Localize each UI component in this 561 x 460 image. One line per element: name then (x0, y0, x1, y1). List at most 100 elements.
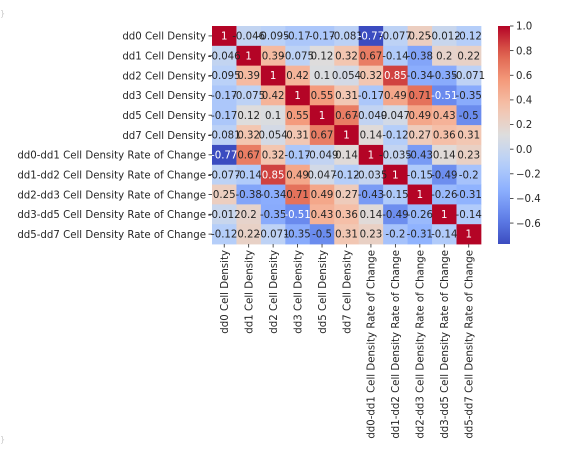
heatmap-cell (260, 26, 286, 47)
heatmap-cell (407, 164, 433, 185)
heatmap-cell (285, 125, 311, 146)
cell-annotation: 0.2 (436, 51, 452, 62)
heatmap-cell (334, 85, 360, 106)
cell-annotation: 0.047 (307, 170, 336, 181)
heatmap-cell (383, 125, 408, 146)
heatmap-cell (383, 164, 408, 185)
cell-annotation: -0.5 (312, 230, 332, 241)
cell-annotation: -0.049 (355, 111, 388, 122)
heatmap-cell (285, 164, 311, 185)
cell-annotation: 1 (417, 190, 423, 201)
cell-annotation: -0.071 (257, 230, 290, 241)
cell-annotation: 0.12 (237, 111, 260, 122)
cell-annotation: -0.43 (358, 190, 384, 201)
heatmap-cell (383, 184, 408, 205)
heatmap-cell (236, 26, 262, 47)
cell-annotation: 0.49 (311, 190, 334, 201)
cell-annotation: 0.31 (335, 91, 358, 102)
cell-annotation: 1 (465, 230, 471, 241)
heatmap-cell (212, 224, 237, 245)
cell-annotation: 0.32 (360, 71, 383, 82)
cell-annotation: -0.17 (211, 111, 237, 122)
cell-annotation: -0.14 (382, 51, 408, 62)
heatmap-cell (260, 144, 286, 166)
cell-annotation: -0.2 (459, 170, 479, 181)
heatmap-cell (456, 26, 482, 47)
heatmap-cell (407, 65, 433, 86)
heatmap-cell (285, 144, 311, 166)
colorbar-tick-label: 0.8 (516, 46, 532, 57)
heatmap-cell (212, 204, 237, 225)
heatmap-cell (407, 125, 433, 146)
row-label: dd1 Cell Density (122, 52, 206, 63)
heatmap-cell (334, 224, 360, 245)
heatmap-cell (432, 45, 457, 67)
colorbar-tick-label: −0.6 (516, 219, 541, 230)
colorbar-tick-label: 0.2 (516, 120, 532, 131)
heatmap-cell (456, 45, 482, 67)
cell-annotation: -0.35 (456, 91, 482, 102)
cell-annotation: 0.42 (262, 91, 285, 102)
cell-annotation: 0.49 (384, 91, 407, 102)
heatmap-cell (309, 184, 335, 205)
cell-annotation: 0.67 (360, 51, 383, 62)
cell-annotation: -0.35 (260, 210, 286, 221)
cell-annotation: 1 (343, 131, 349, 142)
heatmap-cell (212, 125, 237, 146)
cell-annotation: -0.38 (407, 51, 433, 62)
cell-annotation: 0.39 (237, 71, 260, 82)
heatmap-cell (236, 45, 262, 67)
cell-annotation: -0.12 (456, 32, 482, 43)
row-label: dd2-dd3 Cell Density Rate of Change (17, 190, 206, 201)
cell-annotation: -0.012 (208, 210, 241, 221)
heatmap-cell (383, 105, 408, 126)
cell-annotation: 0.22 (237, 230, 260, 241)
cell-annotation: -0.17 (284, 32, 310, 43)
heatmap-cell (212, 65, 237, 86)
column-label: dd2 Cell Density (269, 250, 280, 334)
cell-annotation: 0.23 (360, 230, 383, 241)
row-label: dd0 Cell Density (122, 32, 206, 43)
heatmap-cell (456, 105, 482, 126)
cell-annotation: -0.095 (208, 71, 241, 82)
cell-annotation: 0.32 (262, 150, 285, 161)
heatmap-cell (236, 224, 262, 245)
heatmap-cell (432, 125, 457, 146)
cell-annotation: -0.34 (407, 71, 433, 82)
cell-annotation: 1 (392, 170, 398, 181)
heatmap-cell (334, 45, 360, 67)
cell-annotation: -0.5 (459, 111, 479, 122)
cell-annotation: 0.43 (433, 111, 456, 122)
cell-annotation: -0.17 (211, 91, 237, 102)
heatmap-cell (309, 65, 335, 86)
heatmap-cell (334, 144, 360, 166)
cell-annotation: -0.077 (208, 170, 241, 181)
heatmap-cell (212, 26, 237, 47)
cell-annotation: 1 (245, 51, 251, 62)
heatmap-cell (358, 144, 384, 166)
cell-annotation: 0.054 (332, 71, 361, 82)
cell-annotation: 0.14 (360, 131, 383, 142)
cell-annotation: -0.12 (333, 170, 359, 181)
cell-annotation: 1 (294, 91, 300, 102)
cell-annotation: 1 (441, 210, 447, 221)
column-label: dd0 Cell Density (220, 250, 231, 334)
cell-annotation: -0.26 (407, 210, 433, 221)
heatmap-cell (456, 125, 482, 146)
heatmap-cell (236, 125, 262, 146)
cell-annotation: 0.32 (335, 51, 358, 62)
heatmap-cell (456, 164, 482, 185)
cell-annotation: -0.071 (452, 71, 485, 82)
cell-annotation: 0.36 (433, 131, 456, 142)
cell-annotation: 0.25 (213, 190, 236, 201)
cell-annotation: 0.14 (433, 150, 456, 161)
heatmap-cells (212, 26, 482, 245)
heatmap-cell (309, 164, 335, 185)
heatmap-cell (285, 26, 311, 47)
heatmap-cell (358, 45, 384, 67)
cell-annotation: 0.31 (457, 131, 480, 142)
colorbar-tick-label: 0.0 (516, 145, 532, 156)
column-labels: dd0 Cell Density dd1 Cell Density dd2 Cell… (220, 244, 476, 439)
row-label: dd5-dd7 Cell Density Rate of Change (17, 230, 206, 241)
heatmap-cell (285, 204, 311, 225)
